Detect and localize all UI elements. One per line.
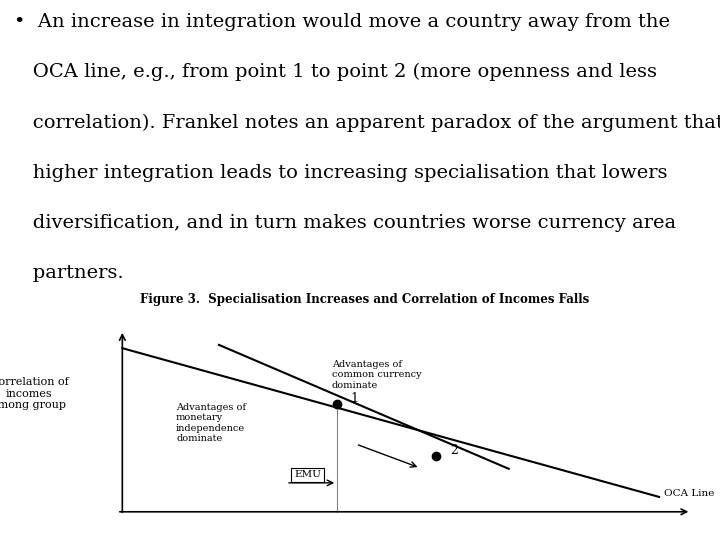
Text: 1: 1 bbox=[351, 392, 359, 405]
Text: Figure 3.  Specialisation Increases and Correlation of Incomes Falls: Figure 3. Specialisation Increases and C… bbox=[140, 293, 590, 306]
Text: EMU: EMU bbox=[294, 470, 321, 479]
Text: Advantages of
common currency
dominate: Advantages of common currency dominate bbox=[332, 360, 421, 389]
Text: partners.: partners. bbox=[14, 264, 124, 282]
Text: OCA line, e.g., from point 1 to point 2 (more openness and less: OCA line, e.g., from point 1 to point 2 … bbox=[14, 63, 657, 82]
Text: 2: 2 bbox=[450, 444, 458, 457]
Text: correlation). Frankel notes an apparent paradox of the argument that: correlation). Frankel notes an apparent … bbox=[14, 113, 720, 132]
Text: higher integration leads to increasing specialisation that lowers: higher integration leads to increasing s… bbox=[14, 164, 668, 181]
Text: Advantages of
monetary
independence
dominate: Advantages of monetary independence domi… bbox=[176, 403, 246, 443]
Text: Correlation of
incomes
among group: Correlation of incomes among group bbox=[0, 377, 68, 410]
Text: •  An increase in integration would move a country away from the: • An increase in integration would move … bbox=[14, 13, 670, 31]
Text: diversification, and in turn makes countries worse currency area: diversification, and in turn makes count… bbox=[14, 214, 677, 232]
Text: OCA Line: OCA Line bbox=[665, 489, 715, 498]
